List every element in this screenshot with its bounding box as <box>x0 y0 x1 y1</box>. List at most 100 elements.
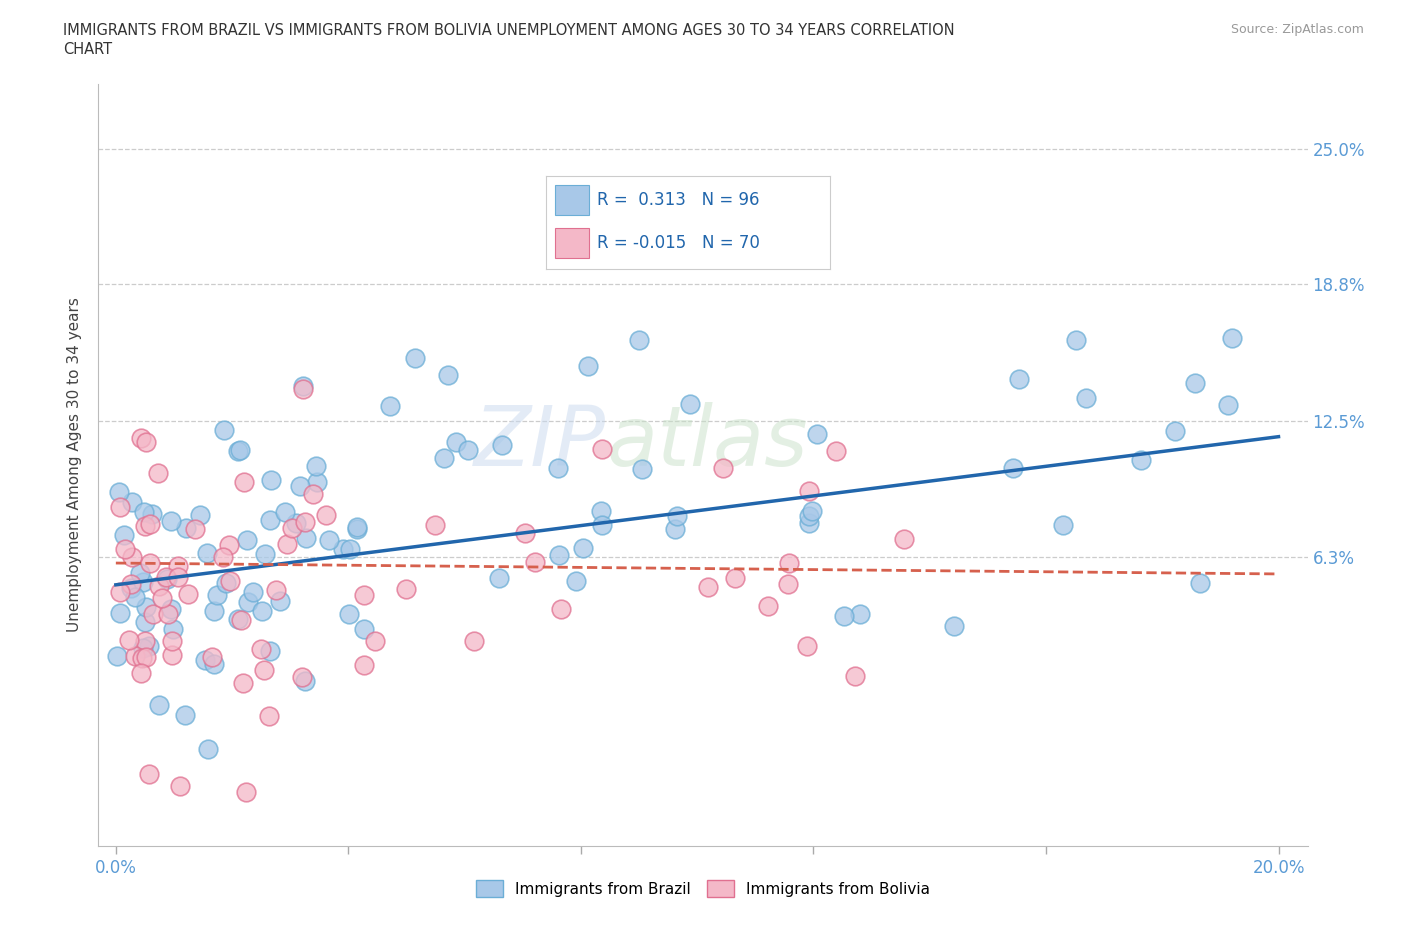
Immigrants from Brazil <box>834 608 856 623</box>
Immigrants from Bolivia <box>177 587 200 602</box>
Immigrants from Bolivia <box>129 666 152 681</box>
Immigrants from Brazil <box>121 494 143 509</box>
Immigrants from Bolivia <box>423 517 446 532</box>
Immigrants from Bolivia <box>212 550 235 565</box>
Immigrants from Brazil <box>404 351 426 365</box>
Immigrants from Brazil <box>339 606 361 621</box>
Immigrants from Brazil <box>1164 424 1187 439</box>
Immigrants from Brazil <box>1064 332 1087 347</box>
Immigrants from Bolivia <box>825 444 848 458</box>
Immigrants from Brazil <box>205 588 228 603</box>
Immigrants from Brazil <box>197 546 219 561</box>
Immigrants from Brazil <box>141 507 163 522</box>
Immigrants from Brazil <box>194 652 217 667</box>
Immigrants from Bolivia <box>294 515 316 530</box>
Immigrants from Brazil <box>548 548 571 563</box>
Immigrants from Bolivia <box>591 442 613 457</box>
Immigrants from Brazil <box>353 621 375 636</box>
Immigrants from Brazil <box>1001 460 1024 475</box>
Immigrants from Bolivia <box>281 520 304 535</box>
Immigrants from Brazil <box>1008 372 1031 387</box>
Immigrants from Bolivia <box>148 578 170 593</box>
Immigrants from Bolivia <box>290 670 312 684</box>
Immigrants from Brazil <box>797 509 820 524</box>
Immigrants from Brazil <box>160 602 183 617</box>
Immigrants from Brazil <box>801 503 824 518</box>
Immigrants from Brazil <box>437 367 460 382</box>
Text: R =  0.313   N = 96: R = 0.313 N = 96 <box>598 192 759 209</box>
Immigrants from Bolivia <box>120 577 142 591</box>
Immigrants from Brazil <box>202 604 225 618</box>
Text: atlas: atlas <box>606 402 808 483</box>
Immigrants from Bolivia <box>135 434 157 449</box>
Immigrants from Brazil <box>132 640 155 655</box>
Immigrants from Brazil <box>215 576 238 591</box>
Immigrants from Brazil <box>242 585 264 600</box>
Immigrants from Bolivia <box>131 650 153 665</box>
Immigrants from Bolivia <box>259 709 281 724</box>
Immigrants from Brazil <box>1074 391 1097 405</box>
Immigrants from Brazil <box>138 639 160 654</box>
Immigrants from Bolivia <box>218 573 240 588</box>
Immigrants from Brazil <box>848 607 870 622</box>
Immigrants from Bolivia <box>235 784 257 799</box>
Immigrants from Brazil <box>457 443 479 458</box>
Immigrants from Brazil <box>664 522 686 537</box>
Immigrants from Bolivia <box>148 465 170 480</box>
Immigrants from Brazil <box>108 606 131 621</box>
Immigrants from Bolivia <box>697 579 720 594</box>
Immigrants from Brazil <box>346 522 368 537</box>
Immigrants from Bolivia <box>364 633 387 648</box>
Immigrants from Brazil <box>174 520 197 535</box>
Immigrants from Brazil <box>332 542 354 557</box>
Immigrants from Brazil <box>274 505 297 520</box>
Legend: Immigrants from Brazil, Immigrants from Bolivia: Immigrants from Brazil, Immigrants from … <box>470 873 936 903</box>
Immigrants from Bolivia <box>232 676 254 691</box>
Immigrants from Brazil <box>799 516 821 531</box>
Immigrants from Bolivia <box>167 569 190 584</box>
Immigrants from Bolivia <box>524 555 547 570</box>
Bar <box>555 185 589 215</box>
Immigrants from Brazil <box>578 359 600 374</box>
Immigrants from Brazil <box>1220 331 1243 346</box>
Immigrants from Bolivia <box>264 583 287 598</box>
Immigrants from Bolivia <box>138 767 160 782</box>
Immigrants from Brazil <box>254 546 277 561</box>
Immigrants from Brazil <box>134 505 156 520</box>
Text: IMMIGRANTS FROM BRAZIL VS IMMIGRANTS FROM BOLIVIA UNEMPLOYMENT AMONG AGES 30 TO : IMMIGRANTS FROM BRAZIL VS IMMIGRANTS FRO… <box>63 23 955 38</box>
Immigrants from Bolivia <box>117 633 139 648</box>
Immigrants from Bolivia <box>129 431 152 445</box>
Text: Source: ZipAtlas.com: Source: ZipAtlas.com <box>1230 23 1364 36</box>
Immigrants from Brazil <box>305 475 328 490</box>
Immigrants from Brazil <box>148 698 170 712</box>
Immigrants from Brazil <box>591 518 613 533</box>
Immigrants from Brazil <box>160 514 183 529</box>
Immigrants from Brazil <box>214 422 236 437</box>
Immigrants from Brazil <box>236 532 259 547</box>
Immigrants from Bolivia <box>291 382 314 397</box>
Immigrants from Bolivia <box>796 639 818 654</box>
Immigrants from Brazil <box>565 574 588 589</box>
Immigrants from Brazil <box>679 396 702 411</box>
Immigrants from Brazil <box>259 512 281 527</box>
Immigrants from Brazil <box>156 571 179 586</box>
Immigrants from Bolivia <box>108 585 131 600</box>
Immigrants from Brazil <box>236 594 259 609</box>
Immigrants from Bolivia <box>249 642 271 657</box>
Immigrants from Brazil <box>339 541 361 556</box>
Immigrants from Brazil <box>318 532 340 547</box>
Text: R = -0.015   N = 70: R = -0.015 N = 70 <box>598 234 761 252</box>
Immigrants from Bolivia <box>756 599 779 614</box>
Immigrants from Brazil <box>1216 398 1239 413</box>
Immigrants from Bolivia <box>353 658 375 672</box>
Immigrants from Bolivia <box>121 550 143 565</box>
Text: ZIP: ZIP <box>474 402 606 483</box>
Immigrants from Brazil <box>250 603 273 618</box>
Immigrants from Bolivia <box>135 650 157 665</box>
Immigrants from Bolivia <box>724 570 747 585</box>
Immigrants from Brazil <box>631 461 654 476</box>
Immigrants from Brazil <box>128 565 150 580</box>
Immigrants from Brazil <box>1052 517 1074 532</box>
Immigrants from Brazil <box>120 580 142 595</box>
Immigrants from Brazil <box>444 435 467 450</box>
